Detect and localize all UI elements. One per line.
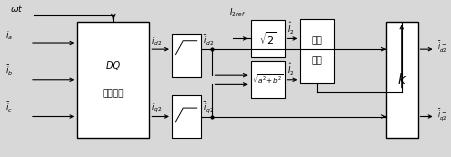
Text: $\omega t$: $\omega t$ xyxy=(9,3,23,14)
Text: $\hat{I}_2$: $\hat{I}_2$ xyxy=(286,21,294,37)
Text: k: k xyxy=(397,73,405,87)
Text: $\hat{I}_2$: $\hat{I}_2$ xyxy=(286,62,294,78)
Bar xyxy=(250,61,284,98)
Text: $\bar{i}_c$: $\bar{i}_c$ xyxy=(5,101,13,115)
Text: $i_{d2}$: $i_{d2}$ xyxy=(151,35,161,48)
Text: $\sqrt{2}$: $\sqrt{2}$ xyxy=(258,30,276,47)
Text: $i_a$: $i_a$ xyxy=(5,29,13,41)
Text: $\bar{i}_{q2}^{\ -}$: $\bar{i}_{q2}^{\ -}$ xyxy=(436,107,447,123)
Bar xyxy=(250,20,284,57)
Text: $I_{2ref}$: $I_{2ref}$ xyxy=(229,6,246,19)
Text: $\bar{i}_b$: $\bar{i}_b$ xyxy=(5,64,14,78)
Text: 逻辑: 逻辑 xyxy=(311,56,322,65)
Bar xyxy=(171,95,201,138)
Text: $\bar{i}_{q2}$: $\bar{i}_{q2}$ xyxy=(202,100,213,115)
Text: $\sqrt{a^2\!+\!b^2}$: $\sqrt{a^2\!+\!b^2}$ xyxy=(251,73,283,87)
Bar xyxy=(77,22,149,138)
Bar xyxy=(299,19,333,83)
Bar xyxy=(385,22,417,138)
Text: $i_{q2}$: $i_{q2}$ xyxy=(151,102,161,115)
Text: $\bar{i}_{d2}$: $\bar{i}_{d2}$ xyxy=(202,33,213,48)
Bar xyxy=(171,34,201,77)
Text: 限幅: 限幅 xyxy=(311,37,322,46)
Text: $\bar{i}_{d2}^{\ -}$: $\bar{i}_{d2}^{\ -}$ xyxy=(436,40,447,55)
Text: DQ: DQ xyxy=(106,61,120,71)
Text: 负序变换: 负序变换 xyxy=(102,89,124,98)
